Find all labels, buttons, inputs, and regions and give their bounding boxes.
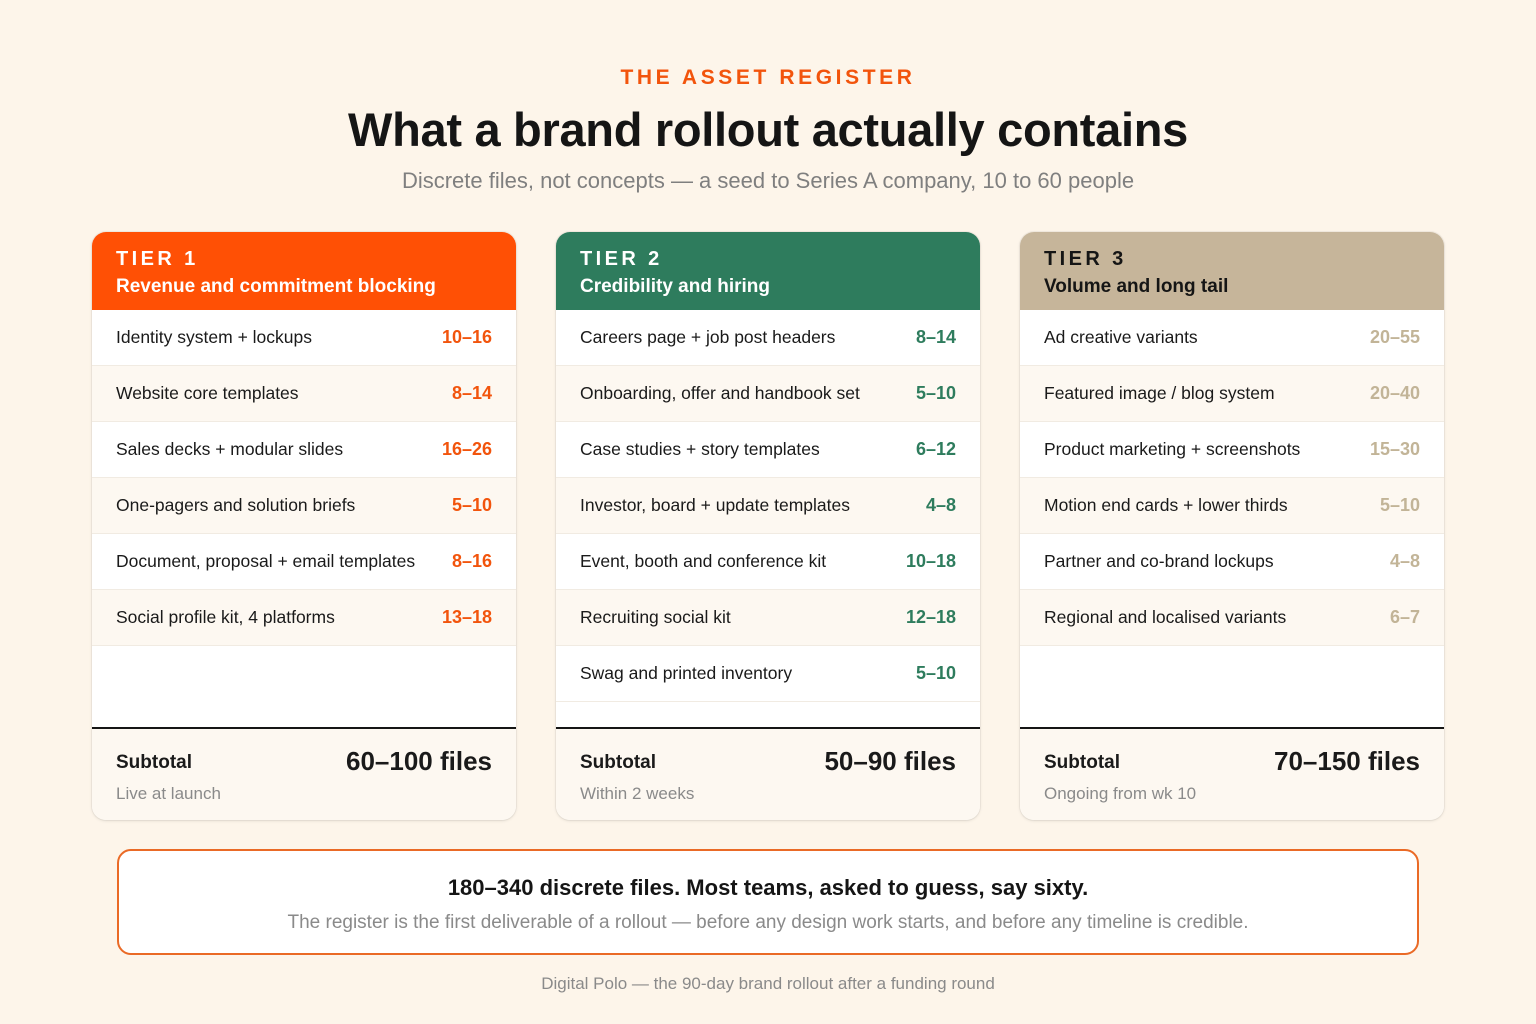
tier-1-items: Identity system + lockups 10–16 Website c… [92,310,516,728]
item-name: Onboarding, offer and handbook set [580,383,860,403]
list-item: Case studies + story templates 6–12 [556,422,980,478]
item-count: 5–10 [915,383,956,403]
item-count: 20–55 [1369,327,1420,347]
tier-2-label: TIER 2 [580,248,663,270]
tier-2-card: TIER 2 Credibility and hiring Careers pa… [556,232,980,820]
item-count: 10–18 [905,551,956,571]
list-item: Featured image / blog system 20–40 [1020,366,1444,422]
list-item: Product marketing + screenshots 15–30 [1020,422,1444,478]
page-title: What a brand rollout actually contains [348,103,1188,156]
summary-callout: 180–340 discrete files. Most teams, aske… [117,849,1419,955]
item-count: 6–12 [915,439,956,459]
item-count: 6–7 [1389,607,1420,627]
item-count: 13–18 [441,607,492,627]
list-item: One-pagers and solution briefs 5–10 [92,478,516,534]
item-count: 4–8 [1389,551,1420,571]
item-name: Partner and co-brand lockups [1044,551,1274,571]
item-name: One-pagers and solution briefs [116,495,356,515]
item-name: Swag and printed inventory [580,663,793,683]
tier-2-subtotal: Subtotal 50–90 files Within 2 weeks [556,727,980,820]
item-count: 16–26 [441,439,492,459]
subtotal-label: Subtotal [580,752,656,773]
subtotal-label: Subtotal [1044,752,1120,773]
list-item: Regional and localised variants 6–7 [1020,590,1444,646]
tier-1-label: TIER 1 [116,248,199,270]
item-count: 8–14 [915,327,956,347]
subtotal-value: 50–90 files [824,746,956,776]
list-item: Careers page + job post headers 8–14 [556,310,980,366]
item-count: 20–40 [1369,383,1420,403]
list-item: Social profile kit, 4 platforms 13–18 [92,590,516,646]
subtotal-note: Live at launch [116,784,221,803]
tier-3-name: Volume and long tail [1044,276,1229,297]
item-count: 8–14 [451,383,492,403]
page-subtitle: Discrete files, not concepts — a seed to… [401,168,1135,193]
item-name: Ad creative variants [1044,327,1198,347]
tier-2-header: TIER 2 Credibility and hiring [556,232,980,310]
tier-1-name: Revenue and commitment blocking [116,276,436,297]
item-count: 8–16 [451,551,492,571]
tier-3-subtotal: Subtotal 70–150 files Ongoing from wk 10 [1020,727,1444,820]
tier-2-name: Credibility and hiring [580,276,771,297]
item-name: Document, proposal + email templates [116,551,416,571]
item-name: Event, booth and conference kit [580,551,827,571]
footer-credit: Digital Polo — the 90-day brand rollout … [541,974,995,993]
list-item: Swag and printed inventory 5–10 [556,646,980,702]
item-name: Motion end cards + lower thirds [1044,495,1288,515]
tier-2-items: Careers page + job post headers 8–14 Onbo… [556,310,980,728]
list-item: Website core templates 8–14 [92,366,516,422]
tier-1-card: TIER 1 Revenue and commitment blocking I… [92,232,516,820]
subtotal-note: Ongoing from wk 10 [1044,784,1197,803]
item-name: Identity system + lockups [116,327,312,347]
callout-body: The register is the first deliverable of… [287,912,1249,933]
item-count: 12–18 [905,607,956,627]
item-count: 5–10 [451,495,492,515]
subtotal-value: 60–100 files [345,746,492,776]
item-name: Recruiting social kit [580,607,731,627]
item-name: Careers page + job post headers [580,327,836,347]
subtotal-value: 70–150 files [1273,746,1420,776]
tier-3-label: TIER 3 [1044,248,1127,270]
item-count: 15–30 [1369,439,1420,459]
item-name: Sales decks + modular slides [116,439,344,459]
list-item: Identity system + lockups 10–16 [92,310,516,366]
item-name: Product marketing + screenshots [1044,439,1301,459]
item-name: Featured image / blog system [1044,383,1275,403]
tier-3-card: TIER 3 Volume and long tail Ad creative … [1020,232,1444,820]
list-item: Partner and co-brand lockups 4–8 [1020,534,1444,590]
tier-3-header: TIER 3 Volume and long tail [1020,232,1444,310]
item-name: Social profile kit, 4 platforms [116,607,335,627]
tier-1-subtotal: Subtotal 60–100 files Live at launch [92,727,516,820]
item-count: 5–10 [915,663,956,683]
list-item: Sales decks + modular slides 16–26 [92,422,516,478]
subtotal-label: Subtotal [116,752,192,773]
list-item: Recruiting social kit 12–18 [556,590,980,646]
item-count: 4–8 [925,495,956,515]
tier-3-items: Ad creative variants 20–55 Featured image… [1020,310,1444,728]
tier-1-header: TIER 1 Revenue and commitment blocking [92,232,516,310]
item-name: Investor, board + update templates [580,495,850,515]
item-name: Website core templates [116,383,299,403]
list-item: Ad creative variants 20–55 [1020,310,1444,366]
callout-headline: 180–340 discrete files. Most teams, aske… [447,875,1089,900]
list-item: Motion end cards + lower thirds 5–10 [1020,478,1444,534]
list-item: Onboarding, offer and handbook set 5–10 [556,366,980,422]
item-count: 5–10 [1379,495,1420,515]
list-item: Investor, board + update templates 4–8 [556,478,980,534]
item-name: Regional and localised variants [1044,607,1287,627]
item-count: 10–16 [441,327,492,347]
item-name: Case studies + story templates [580,439,820,459]
eyebrow-label: THE ASSET REGISTER [620,66,916,89]
list-item: Event, booth and conference kit 10–18 [556,534,980,590]
subtotal-note: Within 2 weeks [580,784,695,803]
list-item: Document, proposal + email templates 8–16 [92,534,516,590]
